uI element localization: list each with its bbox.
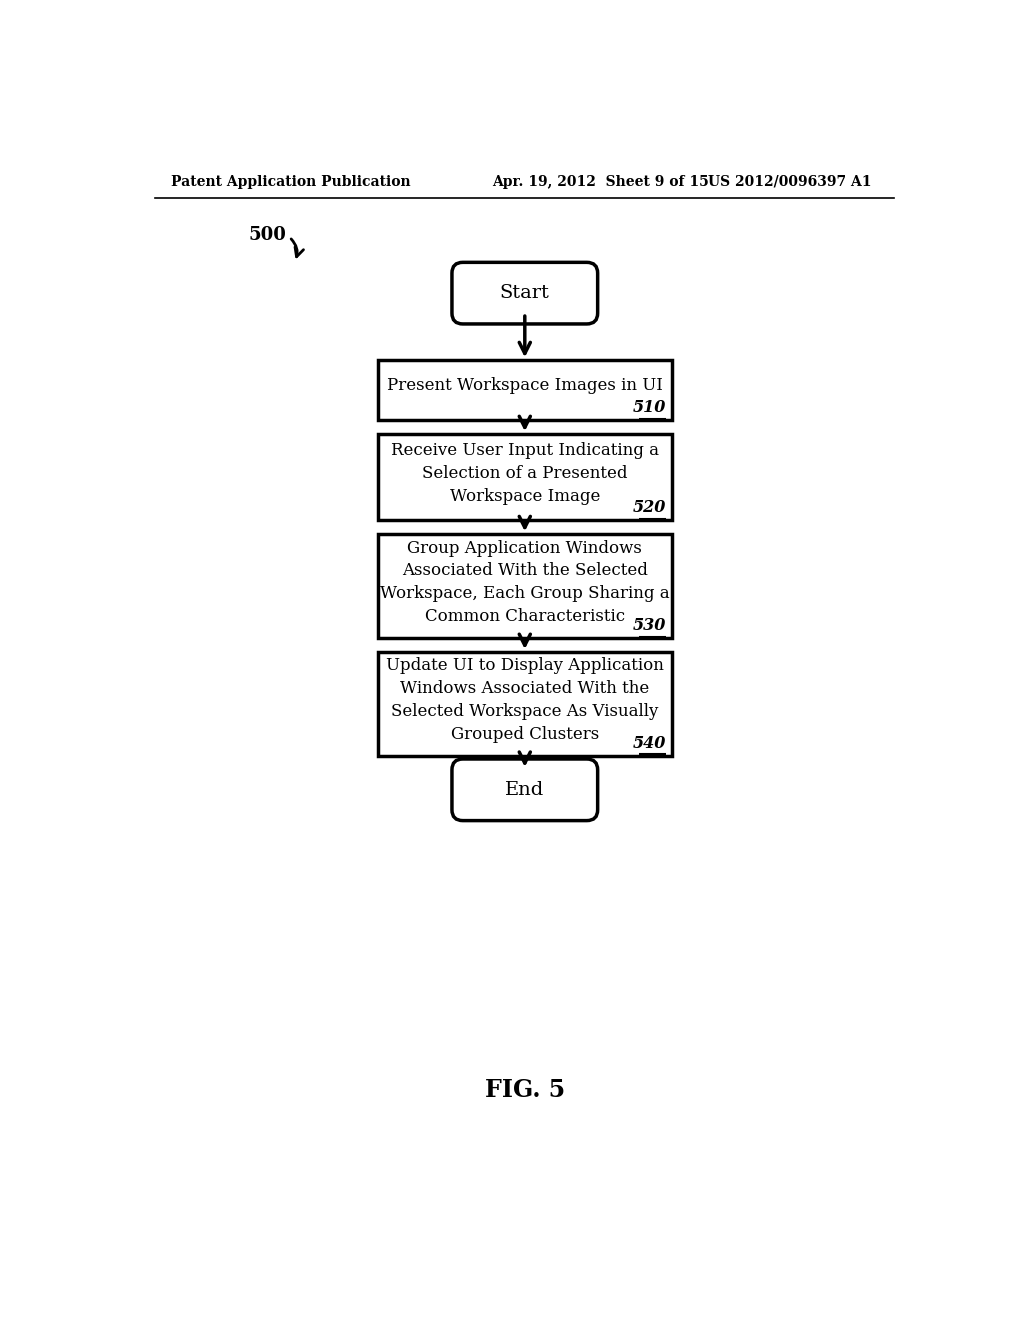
FancyBboxPatch shape <box>378 434 672 520</box>
Text: 520: 520 <box>633 499 666 516</box>
FancyBboxPatch shape <box>378 652 672 756</box>
Text: US 2012/0096397 A1: US 2012/0096397 A1 <box>709 174 872 189</box>
Text: Start: Start <box>500 284 550 302</box>
Text: 510: 510 <box>633 400 666 416</box>
Text: FIG. 5: FIG. 5 <box>484 1078 565 1102</box>
FancyBboxPatch shape <box>452 759 598 821</box>
FancyBboxPatch shape <box>452 263 598 323</box>
Text: End: End <box>505 781 545 799</box>
Text: Present Workspace Images in UI: Present Workspace Images in UI <box>387 378 663 395</box>
Text: 530: 530 <box>633 618 666 635</box>
Text: Apr. 19, 2012  Sheet 9 of 15: Apr. 19, 2012 Sheet 9 of 15 <box>493 174 709 189</box>
Text: Receive User Input Indicating a
Selection of a Presented
Workspace Image: Receive User Input Indicating a Selectio… <box>391 442 658 504</box>
FancyBboxPatch shape <box>378 360 672 420</box>
Text: 540: 540 <box>633 735 666 752</box>
Text: Group Application Windows
Associated With the Selected
Workspace, Each Group Sha: Group Application Windows Associated Wit… <box>380 540 670 626</box>
Text: 500: 500 <box>248 227 286 244</box>
Text: Update UI to Display Application
Windows Associated With the
Selected Workspace : Update UI to Display Application Windows… <box>386 657 664 743</box>
Text: Patent Application Publication: Patent Application Publication <box>171 174 411 189</box>
FancyBboxPatch shape <box>378 535 672 638</box>
